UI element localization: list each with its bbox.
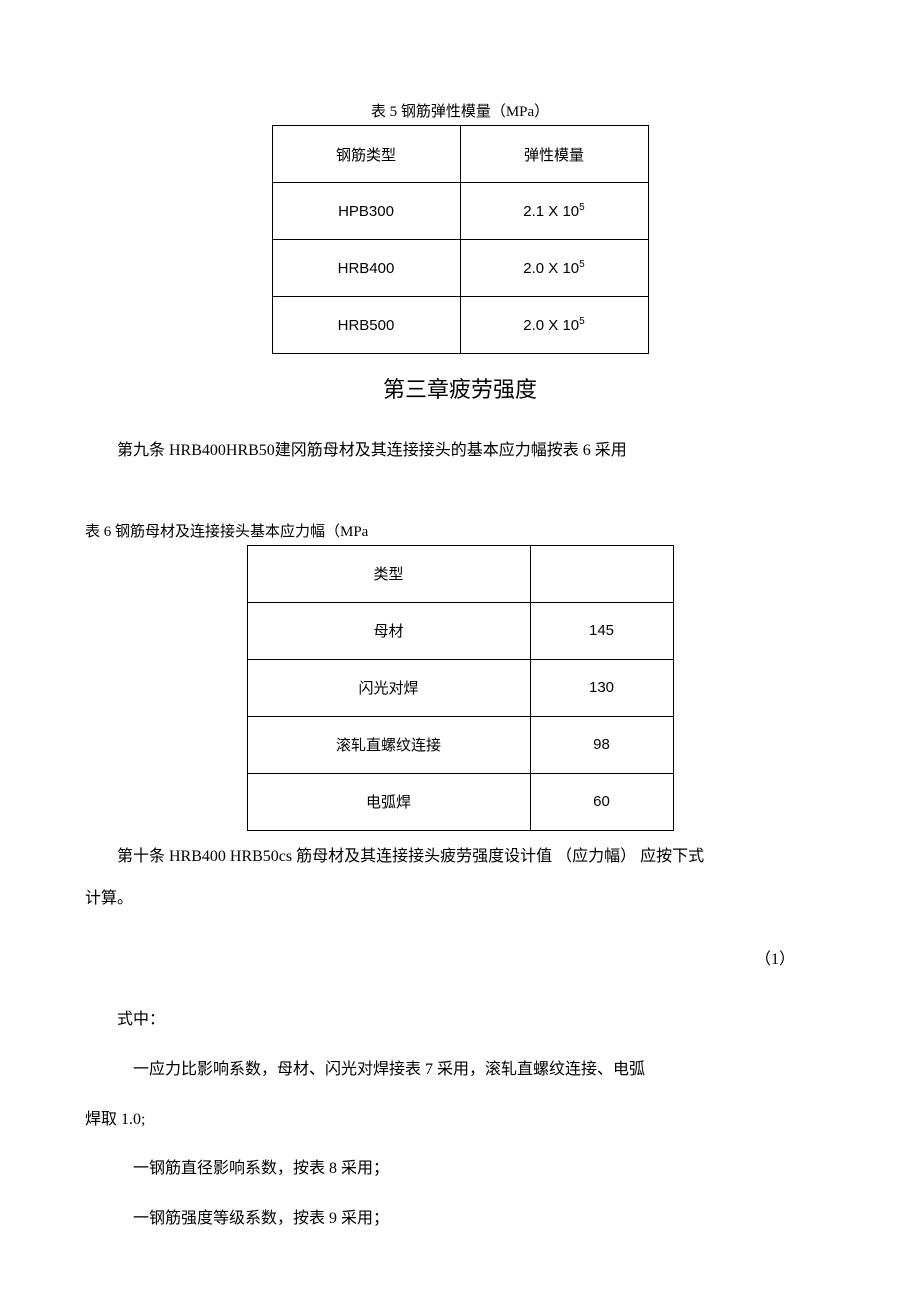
coef1-line1: 一应力比影响系数，母材、闪光对焊接表 7 采用，滚轧直螺纹连接、电弧 [85, 1049, 835, 1091]
t5-r1-type: HPB300 [272, 183, 460, 240]
article10-line2: 计算。 [85, 883, 835, 915]
coef2: 一钢筋直径影响系数，按表 8 采用； [85, 1148, 835, 1190]
equation-number-1: （1） [85, 945, 795, 969]
t5-header-modulus: 弹性模量 [460, 126, 648, 183]
table5-caption: 表 5 钢筋弹性模量（MPa） [85, 100, 835, 121]
table6: 类型 母材 145 闪光对焊 130 滚轧直螺纹连接 98 电弧焊 60 [247, 545, 674, 831]
t6-header-type: 类型 [247, 545, 530, 602]
t5-r3-val: 2.0 X 105 [460, 297, 648, 354]
t6-r4-val: 60 [530, 773, 673, 830]
t6-header-val [530, 545, 673, 602]
t6-r1-type: 母材 [247, 602, 530, 659]
coef1-line2: 焊取 1.0; [85, 1099, 835, 1141]
t5-r2-val: 2.0 X 105 [460, 240, 648, 297]
t5-r1-val: 2.1 X 105 [460, 183, 648, 240]
table5: 钢筋类型 弹性模量 HPB300 2.1 X 105 HRB400 2.0 X … [272, 125, 649, 354]
t5-header-type: 钢筋类型 [272, 126, 460, 183]
t6-r3-val: 98 [530, 716, 673, 773]
t6-r2-type: 闪光对焊 [247, 659, 530, 716]
shizhong: 式中： [85, 999, 835, 1041]
article9: 第九条 HRB400HRB50建冈筋母材及其连接接头的基本应力幅按表 6 采用 [85, 430, 835, 472]
coef3: 一钢筋强度等级系数，按表 9 采用； [85, 1198, 835, 1240]
t6-r2-val: 130 [530, 659, 673, 716]
t5-r2-type: HRB400 [272, 240, 460, 297]
chapter3-title: 第三章疲劳强度 [85, 372, 835, 404]
article10-line1: 第十条 HRB400 HRB50cs 筋母材及其连接接头疲劳强度设计值 （应力幅… [85, 839, 835, 876]
t6-r4-type: 电弧焊 [247, 773, 530, 830]
t5-r3-type: HRB500 [272, 297, 460, 354]
t6-r3-type: 滚轧直螺纹连接 [247, 716, 530, 773]
table6-caption: 表 6 钢筋母材及连接接头基本应力幅（MPa [85, 520, 835, 541]
t6-r1-val: 145 [530, 602, 673, 659]
